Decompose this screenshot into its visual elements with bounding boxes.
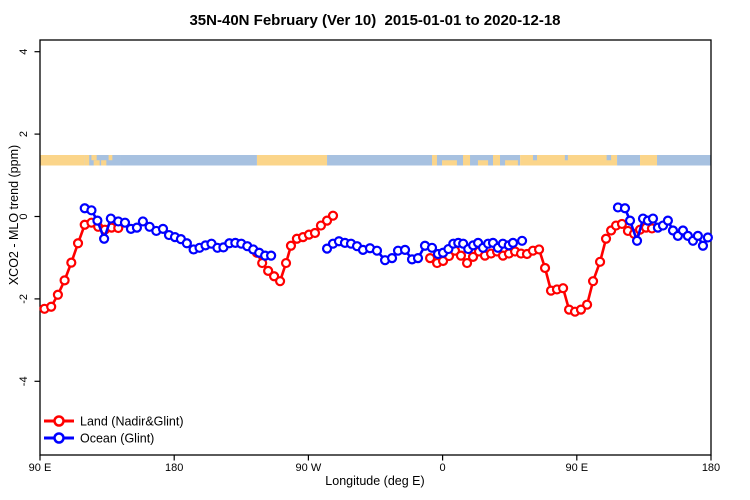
series-ocean-marker xyxy=(631,235,643,246)
x-axis-tick-label: 90 E xyxy=(565,462,588,474)
y-axis-tick-label: -4 xyxy=(18,376,30,386)
series-land-marker xyxy=(52,289,63,300)
band-segment-ocean xyxy=(617,155,641,166)
band-patch-land xyxy=(505,160,518,166)
series-land-marker xyxy=(327,210,339,221)
x-axis-tick-label: 180 xyxy=(702,462,720,474)
band-patch-land xyxy=(463,155,471,166)
series-land-marker xyxy=(72,238,84,249)
series-ocean-marker xyxy=(702,232,713,243)
series-ocean-marker xyxy=(507,237,519,248)
series-land-marker xyxy=(274,276,286,287)
series-ocean-marker xyxy=(131,222,143,233)
y-axis-tick-label: -2 xyxy=(18,294,30,304)
series-ocean-marker xyxy=(266,250,277,261)
band-segment-land xyxy=(520,155,618,166)
band-patch-ocean xyxy=(532,155,537,161)
series-land-marker xyxy=(594,256,606,267)
band-segment-ocean xyxy=(327,155,521,166)
series-ocean-marker xyxy=(86,205,97,216)
series-land-marker xyxy=(557,283,569,294)
series-ocean-marker xyxy=(119,217,131,228)
y-axis-tick-label: 4 xyxy=(18,49,30,55)
band-segment-ocean xyxy=(120,155,257,166)
band-segment-land xyxy=(40,155,85,166)
band-patch-land xyxy=(101,160,107,166)
chart-title: 35N-40N February (Ver 10) 2015-01-01 to … xyxy=(189,12,561,29)
series-ocean-marker xyxy=(426,242,438,253)
series-ocean-marker xyxy=(157,223,169,234)
series-ocean-marker xyxy=(99,233,110,244)
y-axis-tick-label: 2 xyxy=(18,131,30,137)
series-land-marker xyxy=(461,257,473,269)
x-axis-tick-label: 90 E xyxy=(29,462,52,474)
series-ocean-marker xyxy=(412,253,424,264)
series-land-marker xyxy=(581,299,593,310)
legend-marker xyxy=(53,415,65,427)
legend-label: Land (Nadir&Glint) xyxy=(80,415,184,429)
series-ocean-marker xyxy=(692,230,703,241)
x-axis-tick-label: 0 xyxy=(440,462,446,474)
series-ocean-marker xyxy=(92,215,103,226)
band-patch-land xyxy=(108,155,113,161)
band-segment-land xyxy=(640,155,658,166)
y-axis-tick-label: 0 xyxy=(18,213,30,219)
band-patch-land xyxy=(432,155,437,166)
series-land-marker xyxy=(616,218,628,230)
band-segment-ocean xyxy=(657,155,711,166)
series-land-marker xyxy=(263,265,274,276)
legend-marker xyxy=(53,432,65,444)
series-ocean-marker xyxy=(386,253,398,264)
band-patch-land xyxy=(442,160,457,166)
series-ocean-marker xyxy=(181,238,192,249)
band-patch-land xyxy=(91,155,97,161)
series-ocean-marker xyxy=(619,203,631,214)
plot-border xyxy=(39,39,712,456)
band-segment-land xyxy=(256,155,328,166)
series-land-marker xyxy=(46,301,57,312)
x-axis-title: Longitude (deg E) xyxy=(325,474,425,488)
series-ocean-marker xyxy=(516,235,528,246)
band-patch-ocean xyxy=(606,155,612,161)
band-patch-ocean xyxy=(564,155,568,161)
series-land-marker xyxy=(66,257,77,268)
series-ocean-marker xyxy=(371,245,383,256)
series-land-marker xyxy=(309,227,321,239)
series-land-marker xyxy=(533,244,545,255)
series-ocean-marker xyxy=(624,215,636,226)
series-land-marker xyxy=(539,262,551,274)
series-land-marker xyxy=(600,233,612,244)
x-axis-tick-label: 90 W xyxy=(296,462,322,474)
series-land-marker xyxy=(587,276,599,287)
series-land-marker xyxy=(467,251,479,262)
series-ocean-marker xyxy=(137,216,148,227)
band-patch-land xyxy=(477,160,489,166)
series-land-marker xyxy=(285,240,297,251)
x-axis-tick-label: 180 xyxy=(165,462,183,474)
series-ocean-marker xyxy=(647,213,659,224)
band-patch-land xyxy=(93,160,100,166)
series-ocean-marker xyxy=(399,244,411,255)
series-land-marker xyxy=(280,257,292,269)
band-patch-land xyxy=(492,155,501,166)
band-patch-land xyxy=(84,155,90,166)
series-ocean-marker xyxy=(662,215,674,226)
series-land-marker xyxy=(59,275,70,286)
legend-label: Ocean (Glint) xyxy=(80,432,154,446)
series-ocean-marker xyxy=(697,240,709,251)
series-land-marker xyxy=(424,253,436,264)
series-land-marker xyxy=(455,250,467,261)
